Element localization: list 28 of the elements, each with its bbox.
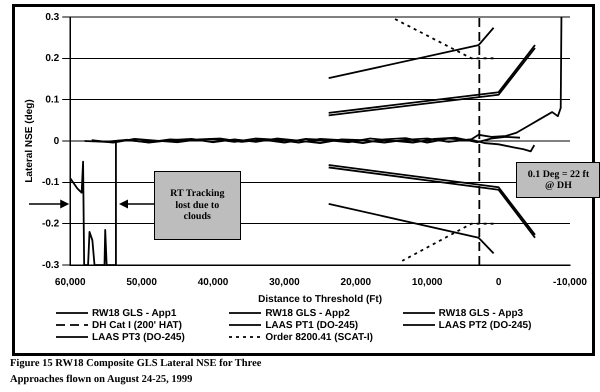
x-tick-label: 50,000 (126, 276, 158, 288)
x-tick-label: 30,000 (269, 276, 300, 288)
legend-label: LAAS PT3 (DO-245) (92, 332, 185, 342)
y-tick-label: -0.3 (42, 260, 60, 271)
y-tick-label: 0.3 (45, 12, 60, 23)
y-tick-label: 0.1 (45, 94, 60, 106)
legend-label: RW18 GLS - App1 (92, 308, 176, 318)
y-axis-title: Lateral NSE (deg) (24, 99, 35, 183)
legend-label: LAAS PT2 (DO-245) (438, 320, 532, 330)
y-tick-label: 0.2 (45, 53, 60, 64)
x-tick-label: 60,000 (54, 276, 86, 288)
x-axis-title: Distance to Threshold (Ft) (258, 294, 382, 305)
legend-label: LAAS PT1 (DO-245) (265, 320, 358, 330)
y-tick-label: 0 (54, 136, 60, 147)
y-tick-label: -0.1 (42, 177, 60, 188)
legend-label: DH Cat I (200' HAT) (92, 320, 182, 330)
caption: Figure 15 RW18 Composite GLS Lateral NSE for Three Approaches flown on August 24-25, 1999 (10, 357, 262, 387)
x-tick-label: 40,000 (198, 276, 229, 288)
text-box: RT Tracking lost due to clouds (154, 170, 241, 240)
legend-label: RW18 GLS - App3 (438, 308, 524, 318)
y-tick-label: -0.2 (42, 218, 60, 230)
x-tick-label: 10,000 (412, 276, 443, 288)
text-box: 0.1 Deg = 22 ft @ DH (516, 162, 600, 198)
x-tick-label: 20,000 (340, 276, 372, 288)
legend-label: Order 8200.41 (SCAT-I) (265, 332, 373, 342)
legend-label: RW18 GLS - App2 (265, 308, 350, 318)
x-tick-label: -10,000 (553, 276, 588, 288)
x-tick-label: 0 (496, 276, 502, 288)
